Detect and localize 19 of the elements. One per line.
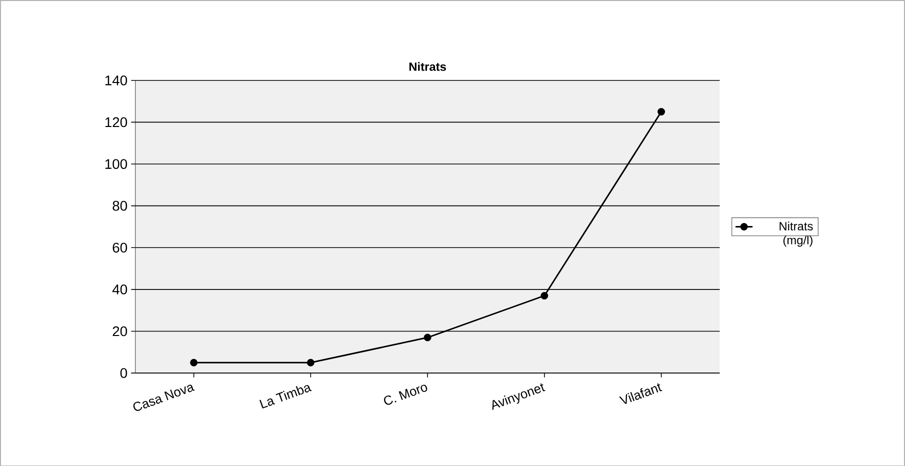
y-tick-label: 40 [112,284,128,294]
point [658,108,666,116]
point [190,358,198,366]
point [306,358,314,366]
y-tick-label: 100 [105,158,128,169]
point [540,292,548,300]
x-tick-label: Vilafant [619,383,662,404]
y-tick-label: 80 [112,200,128,211]
x-tick-label: Casa Nova [133,384,195,411]
legend-label: Nitrats (mg/l) [780,221,813,246]
y-tick-label: 140 [105,75,128,86]
chart-title: Nitrats [409,62,446,71]
point [424,334,432,342]
y-tick-label: 120 [105,117,128,127]
y-tick-label: 60 [112,242,128,252]
x-tick-label: La Timba [260,384,312,408]
x-tick-label: C. Moro [384,384,428,405]
y-tick-label: 20 [112,326,128,336]
y-tick-label: 0 [120,368,128,378]
